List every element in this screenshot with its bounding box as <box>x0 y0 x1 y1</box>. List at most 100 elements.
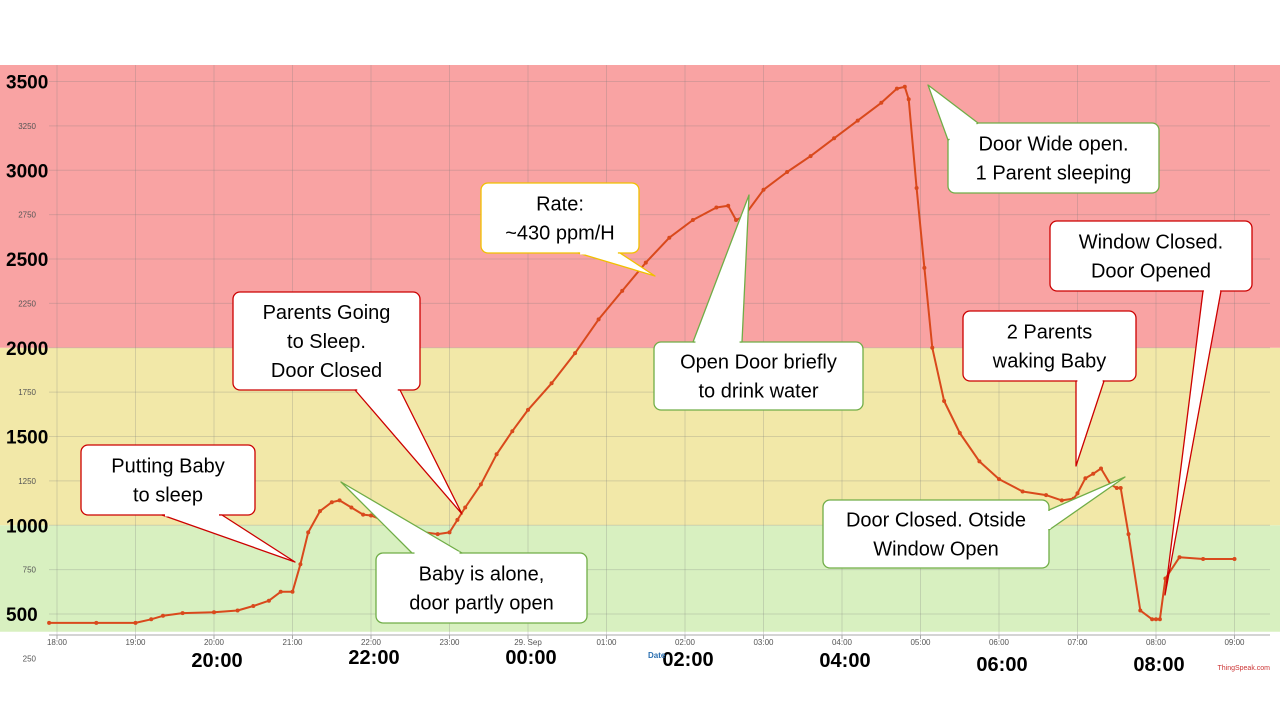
data-point <box>1114 486 1119 490</box>
x-tick-small-label: 05:00 <box>910 638 931 647</box>
callout-text: Door Closed. Otside <box>846 510 1026 532</box>
data-point <box>455 517 460 522</box>
callout-text: ~430 ppm/H <box>505 223 615 245</box>
x-tick-small-label: 20:00 <box>204 638 225 647</box>
data-point <box>977 459 982 464</box>
callout-box <box>232 291 421 391</box>
data-point <box>894 86 899 91</box>
x-tick-small-label: 09:00 <box>1224 638 1245 647</box>
data-point <box>620 288 625 293</box>
x-tick-big-label: 00:00 <box>505 647 556 669</box>
data-point <box>906 97 911 102</box>
data-point <box>1020 489 1025 494</box>
callout-6: Window Closed. Door Opened <box>1049 220 1253 596</box>
callout-text: waking Baby <box>992 351 1106 373</box>
data-point <box>1075 491 1080 496</box>
data-point <box>1157 617 1162 622</box>
grid-lines <box>49 65 1270 635</box>
data-point <box>235 608 240 613</box>
data-point <box>1126 532 1131 537</box>
callout-text: to sleep <box>133 485 203 507</box>
data-point <box>690 218 695 222</box>
callout-box <box>962 310 1137 382</box>
callout-box <box>822 499 1050 569</box>
data-point <box>369 513 373 518</box>
data-point <box>266 598 271 603</box>
data-point <box>902 84 907 89</box>
callout-text: Putting Baby <box>111 456 224 478</box>
callout-1: Parents Going to Sleep. Door Closed <box>232 291 463 515</box>
data-point <box>435 532 440 537</box>
data-point <box>278 589 283 594</box>
callout-text: Door Closed <box>271 360 382 382</box>
data-point <box>596 317 601 322</box>
x-tick-small-label: 01:00 <box>596 638 617 647</box>
data-point <box>1091 471 1096 476</box>
y-tick-big-label: 500 <box>6 605 38 626</box>
data-point <box>549 381 554 386</box>
x-tick-big-label: 02:00 <box>662 649 713 671</box>
data-point <box>494 452 499 457</box>
y-tick-small-label: 250 <box>23 654 37 663</box>
x-tick-small-label: 07:00 <box>1067 638 1088 647</box>
band-0 <box>0 525 1280 632</box>
callout-text: 2 Parents <box>1007 322 1093 344</box>
data-point <box>808 154 813 159</box>
x-tick-small-label: 04:00 <box>832 638 853 647</box>
callout-0: Putting Baby to sleep <box>80 444 296 563</box>
callout-text: Baby is alone, <box>419 564 545 586</box>
data-point <box>1118 486 1123 490</box>
y-tick-small-label: 1250 <box>18 477 36 486</box>
x-tick-small-label: 23:00 <box>439 638 460 647</box>
data-point <box>1059 498 1064 503</box>
callout-text: Window Closed. <box>1079 232 1224 254</box>
data-point <box>478 482 483 487</box>
callout-5: Door Wide open. 1 Parent sleeping <box>927 84 1160 194</box>
y-tick-big-label: 1000 <box>6 516 48 537</box>
x-tick-big-label: 08:00 <box>1133 654 1184 676</box>
y-tick-small-label: 1750 <box>18 388 36 397</box>
x-tick-big-label: 20:00 <box>191 650 242 672</box>
data-point <box>1083 476 1088 481</box>
data-point <box>337 498 342 503</box>
data-point <box>930 345 935 350</box>
y-tick-small-label: 3250 <box>18 122 36 131</box>
data-point <box>329 500 334 505</box>
data-point <box>734 218 738 222</box>
callout-text: Door Wide open. <box>978 134 1128 156</box>
data-point <box>957 431 962 435</box>
callout-seam <box>948 122 978 141</box>
x-tick-small-label: 18:00 <box>47 638 68 647</box>
credit-text: ThingSpeak.com <box>1217 665 1270 672</box>
data-point <box>1150 617 1155 622</box>
data-point <box>1044 493 1049 498</box>
callout-box <box>1049 220 1253 292</box>
data-point <box>149 617 154 622</box>
x-tick-big-label: 04:00 <box>819 650 870 672</box>
data-point <box>290 589 295 594</box>
callout-8: Door Closed. Otside Window Open <box>822 476 1126 569</box>
y-tick-small-label: 2250 <box>18 299 36 308</box>
data-point <box>133 620 138 625</box>
y-tick-big-label: 3500 <box>6 73 48 94</box>
data-point <box>526 407 530 412</box>
y-tick-big-label: 3000 <box>6 161 48 182</box>
data-point <box>667 235 672 240</box>
x-tick-small-label: 06:00 <box>989 638 1010 647</box>
data-point <box>251 604 256 608</box>
data-point <box>47 620 52 625</box>
data-point <box>714 205 719 210</box>
callout-text: to Sleep. <box>287 331 366 353</box>
x-tick-small-label: 08:00 <box>1146 638 1167 647</box>
x-tick-small-label: 19:00 <box>125 638 146 647</box>
callout-3: Rate: ~430 ppm/H <box>480 182 656 277</box>
data-point <box>318 509 322 514</box>
callout-4: Open Door briefly to drink water <box>653 194 864 411</box>
callout-box <box>947 122 1160 194</box>
data-point <box>785 170 790 174</box>
data-point <box>361 512 366 517</box>
x-tick-small-label: 03:00 <box>753 638 774 647</box>
callouts: Putting Baby to sleep Parents Going to Slee… <box>80 84 1253 624</box>
data-point <box>726 203 731 208</box>
data-point <box>573 351 578 356</box>
